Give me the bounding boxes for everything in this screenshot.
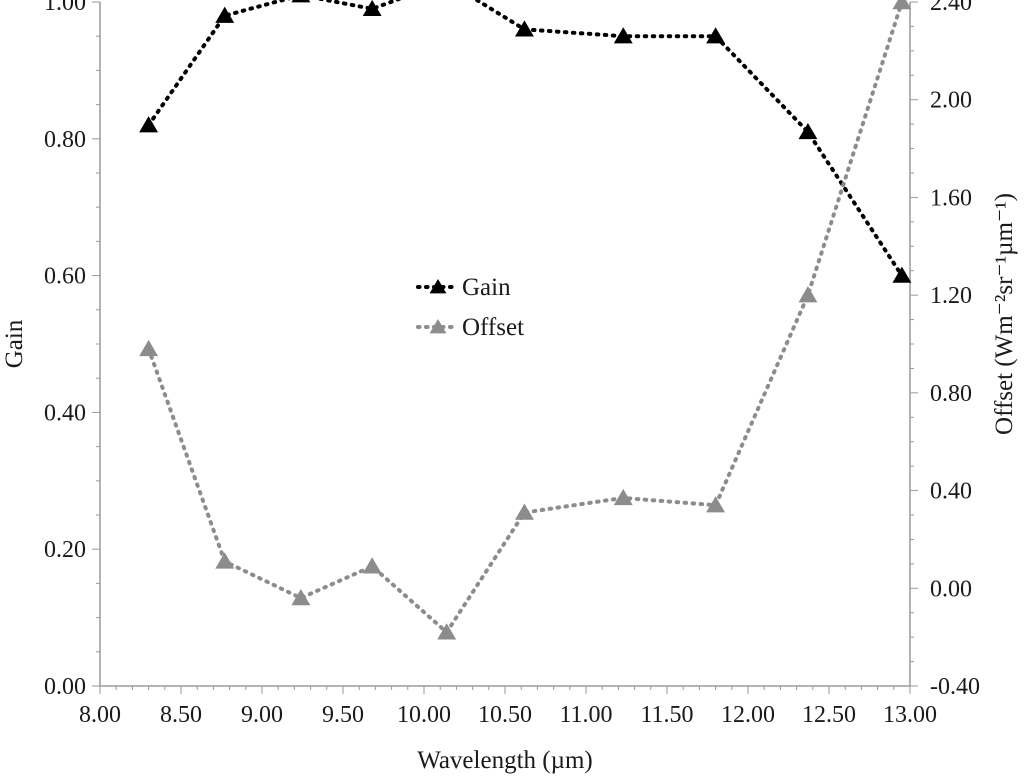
offset-point: [362, 557, 382, 574]
x-tick-label: 9.50: [322, 702, 364, 728]
offset-point: [514, 503, 534, 520]
y2-axis-title: Offset (Wm⁻²sr⁻¹µm⁻¹): [991, 193, 1018, 435]
gain-line: [146, 0, 904, 278]
x-tick-label: 8.50: [160, 702, 202, 728]
gain-point: [362, 0, 382, 17]
y-tick-label: 0.80: [44, 127, 86, 153]
legend-gain-label: Gain: [462, 274, 511, 301]
y2-tick-label: 2.40: [930, 0, 972, 16]
gain-point: [215, 6, 235, 23]
gain-point: [798, 122, 818, 140]
y-axis-title: Gain: [1, 319, 28, 368]
gain-point: [291, 0, 311, 3]
y2-tick-label: -0.40: [930, 674, 980, 700]
x-tick-label: 12.50: [802, 702, 856, 728]
offset-line: [146, 0, 904, 636]
gain-series: [139, 0, 912, 283]
tick-labels-layer: 8.00 8.50 9.00 9.50 10.00 10.50 11.00 11.50 12.0…: [44, 0, 980, 728]
axes-layer: [92, 1, 918, 694]
offset-point: [291, 589, 311, 606]
offset-point: [437, 623, 457, 640]
offset-point: [706, 496, 726, 513]
gain-point: [892, 266, 912, 283]
offset-point: [613, 488, 633, 506]
offset-series: [139, 0, 912, 640]
legend: Gain Offset: [416, 274, 524, 341]
y2-tick-label: 1.20: [930, 283, 972, 309]
y2-tick-label: 1.60: [930, 185, 972, 211]
y2-tick-label: 0.00: [930, 576, 972, 602]
y-tick-label: 0.00: [44, 674, 86, 700]
legend-offset-label: Offset: [462, 314, 524, 341]
y2-tick-label: 0.80: [930, 381, 972, 407]
gain-point: [514, 20, 534, 37]
x-tick-label: 10.50: [478, 702, 532, 728]
legend-offset-marker: [429, 319, 447, 334]
y2-tick-label: 0.40: [930, 479, 972, 505]
gain-point: [613, 27, 633, 44]
series-layer: [139, 0, 912, 640]
offset-point: [892, 0, 912, 10]
x-tick-label: 8.00: [79, 702, 121, 728]
x-tick-label: 12.00: [721, 702, 775, 728]
legend-gain-marker: [429, 279, 447, 294]
x-tick-label: 11.50: [640, 702, 693, 728]
x-axis-title: Wavelength (µm): [417, 747, 593, 774]
x-tick-label: 9.00: [241, 702, 283, 728]
offset-point: [798, 286, 818, 303]
x-tick-label: 13.00: [883, 702, 937, 728]
y-tick-label: 0.60: [44, 264, 86, 290]
x-tick-label: 10.00: [397, 702, 451, 728]
x-tick-label: 11.00: [559, 702, 612, 728]
gain-point: [139, 116, 159, 133]
y-tick-label: 0.20: [44, 537, 86, 563]
y2-tick-label: 2.00: [930, 88, 972, 114]
offset-point: [215, 552, 235, 569]
y-tick-label: 1.00: [44, 0, 86, 16]
gain-point: [706, 27, 726, 44]
y-tick-label: 0.40: [44, 400, 86, 426]
offset-point: [139, 339, 159, 357]
